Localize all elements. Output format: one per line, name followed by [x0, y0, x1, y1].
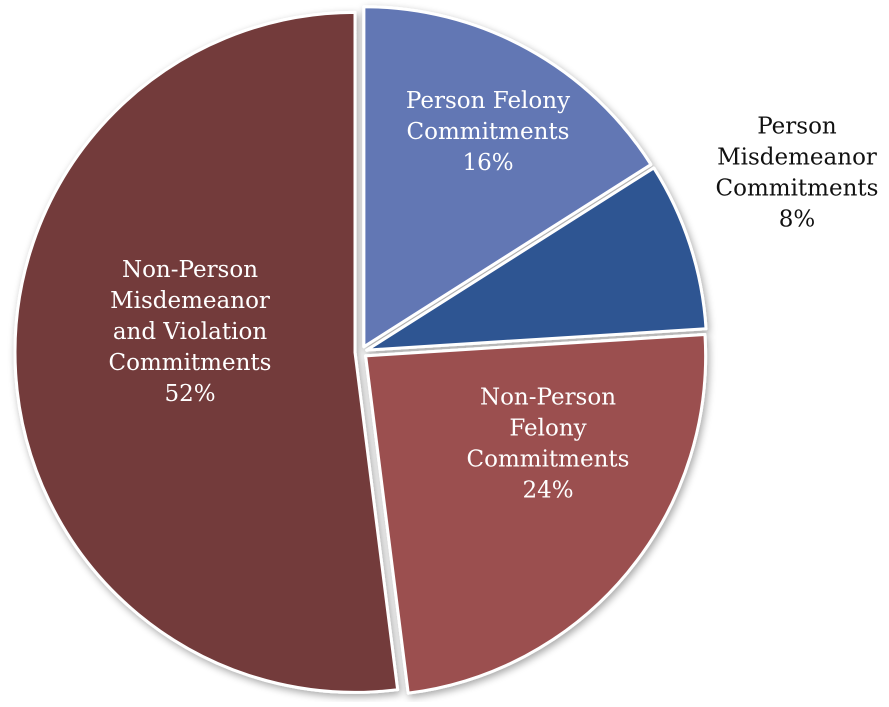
- data-label-line: Commitments: [467, 447, 630, 473]
- pie-slice-non-person-misdemeanor-and-violation-commitments: [13, 10, 400, 694]
- data-label-line: Commitments: [716, 176, 879, 202]
- data-label-line: Person Felony: [406, 88, 570, 114]
- data-label-line: Misdemeanor: [717, 145, 877, 171]
- data-label-non-person-felony-commitments: Non-Person Felony Commitments 24%: [467, 385, 630, 504]
- pie-slice-non-person-felony-commitments: [364, 332, 708, 695]
- labels-layer: Person Felony Commitments 16% Person Misdeme…: [109, 88, 879, 504]
- data-label-line: Felony: [509, 416, 586, 442]
- data-label-line: Commitments: [407, 119, 570, 145]
- data-label-non-person-misdemeanor-and-violation-commitments: Non-Person Misdemeanor and Violation Commit…: [109, 257, 272, 407]
- data-label-line: Misdemeanor: [110, 288, 270, 314]
- data-label-line: Non-Person: [480, 385, 616, 411]
- data-label-line: 8%: [779, 207, 816, 233]
- data-label-line: 52%: [164, 381, 215, 407]
- data-label-line: Commitments: [109, 350, 272, 376]
- pie-slice-person-misdemeanor-commitments: [365, 166, 708, 352]
- data-label-person-misdemeanor-commitments: Person Misdemeanor Commitments 8%: [716, 114, 879, 233]
- data-label-line: Non-Person: [122, 257, 258, 283]
- data-label-line: 24%: [522, 478, 573, 504]
- data-label-line: and Violation: [113, 319, 267, 345]
- pie-slice-person-felony-commitments: [362, 5, 653, 349]
- data-label-line: 16%: [462, 150, 513, 176]
- slices-layer: [13, 5, 708, 695]
- data-label-person-felony-commitments: Person Felony Commitments 16%: [406, 88, 570, 176]
- data-label-line: Person: [757, 114, 837, 140]
